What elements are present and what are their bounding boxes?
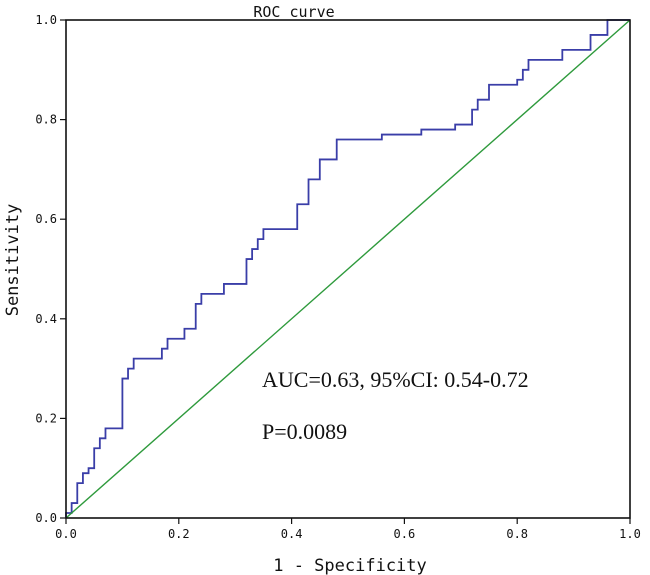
x-tick-label: 0.0 bbox=[55, 527, 77, 541]
x-tick-label: 0.8 bbox=[506, 527, 528, 541]
x-tick-label: 1.0 bbox=[619, 527, 641, 541]
y-axis-label: Sensitivity bbox=[3, 204, 23, 317]
p-value-annotation: P=0.0089 bbox=[262, 419, 347, 444]
plot-frame bbox=[65, 19, 631, 519]
axis-ticks: 0.0 0.2 0.4 0.6 0.8 1.0 0.0 0.2 0.4 0.6 0.8 1.0 bbox=[35, 13, 641, 541]
y-tick-label: 0.6 bbox=[35, 212, 57, 226]
y-tick-label: 1.0 bbox=[35, 13, 57, 27]
x-tick-label: 0.4 bbox=[281, 527, 303, 541]
y-tick-label: 0.0 bbox=[35, 511, 57, 525]
y-tick-label: 0.8 bbox=[35, 113, 57, 127]
y-tick-label: 0.2 bbox=[35, 411, 57, 425]
x-axis-label: 1 - Specificity bbox=[273, 556, 427, 575]
chart-title: ROC curve bbox=[253, 3, 334, 21]
roc-curve-line bbox=[65, 19, 630, 518]
auc-annotation: AUC=0.63, 95%CI: 0.54-0.72 bbox=[262, 367, 529, 392]
x-tick-label: 0.2 bbox=[168, 527, 190, 541]
series-group bbox=[65, 19, 631, 519]
y-tick-label: 0.4 bbox=[35, 312, 57, 326]
x-tick-label: 0.6 bbox=[394, 527, 416, 541]
reference-diagonal-line bbox=[65, 19, 631, 519]
